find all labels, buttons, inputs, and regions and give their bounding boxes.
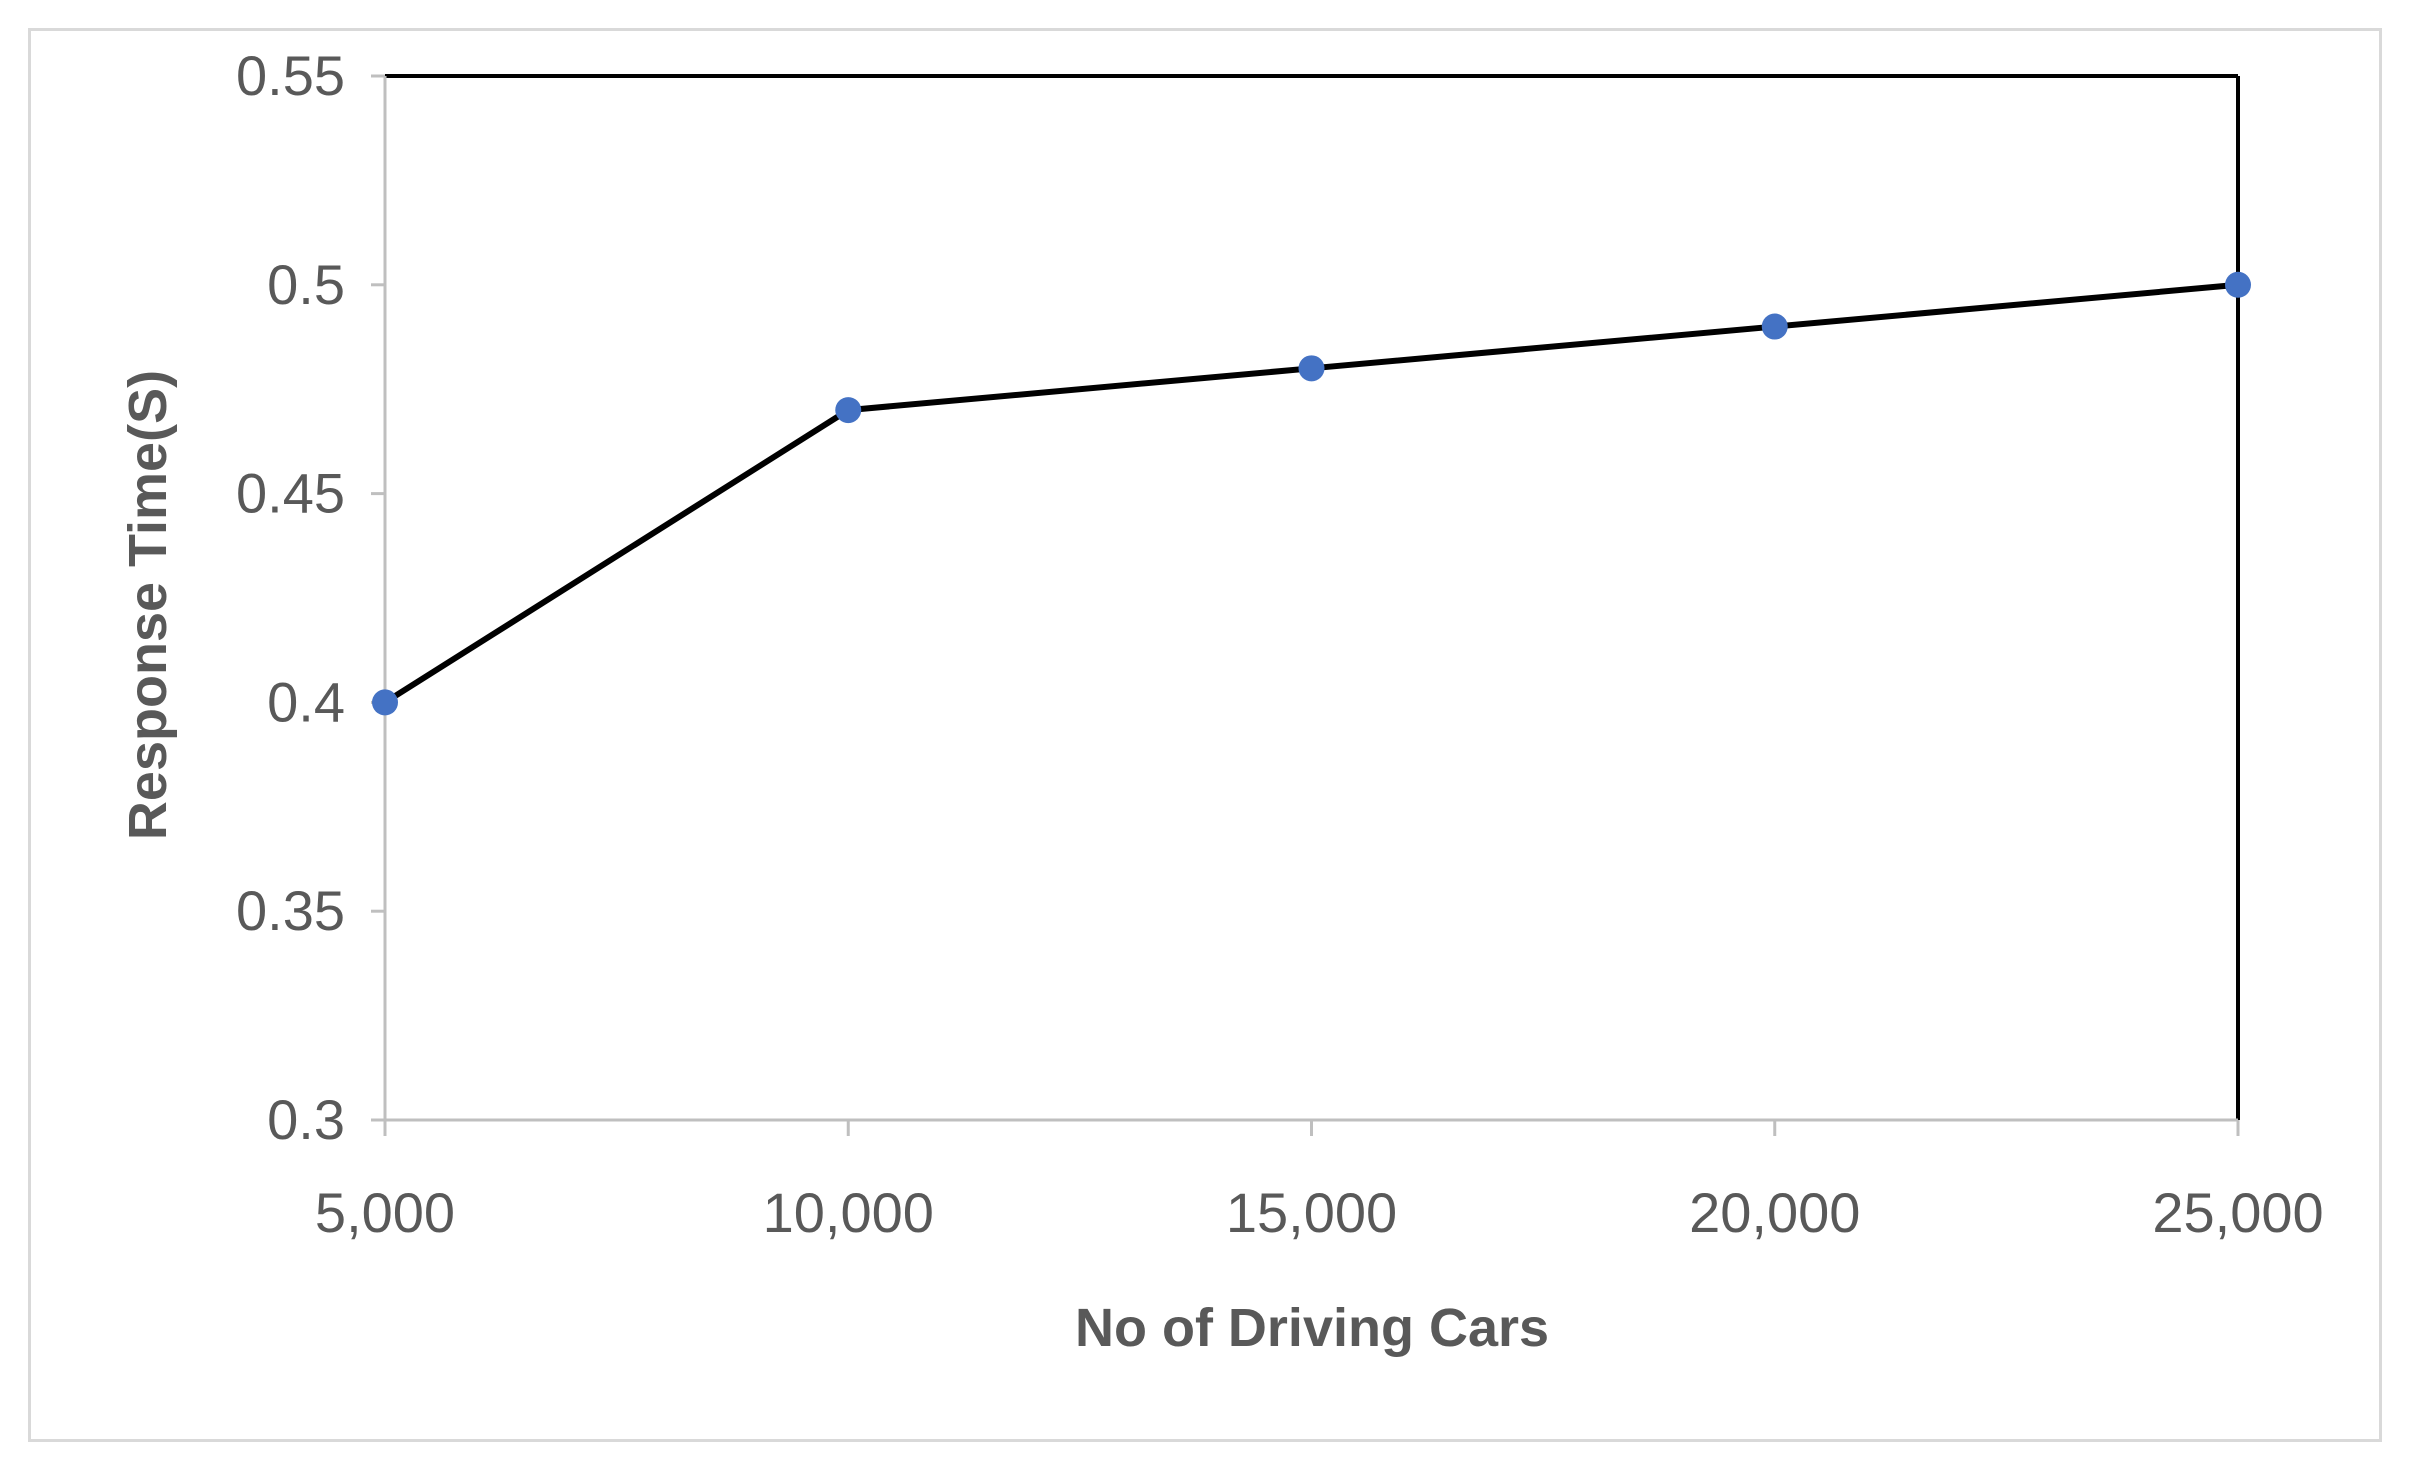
series-line [383, 281, 2239, 705]
x-tick-label: 5,000 [315, 1181, 455, 1244]
data-point [835, 397, 862, 424]
y-tick-label: 0.4 [267, 670, 345, 733]
x-tick-label: 20,000 [1689, 1181, 1860, 1244]
data-point [2225, 271, 2251, 298]
plot-area [385, 74, 2240, 1120]
y-tick-label: 0.5 [267, 253, 345, 316]
y-tick-label: 0.3 [267, 1088, 345, 1151]
y-axis-title: Response Time(S) [118, 370, 178, 840]
data-point [372, 689, 398, 716]
chart-frame [28, 28, 2382, 1442]
data-point [1761, 313, 1788, 340]
data-point [1298, 355, 1325, 382]
y-tick-label: 0.45 [236, 462, 345, 525]
x-axis-title: No of Driving Cars [1075, 1298, 1549, 1358]
y-tick-label: 0.55 [236, 44, 345, 107]
y-axis-ticks: 0.3 0.35 0.4 0.45 0.5 0.55 [236, 44, 385, 1151]
y-tick-label: 0.35 [236, 879, 345, 942]
marker-group [372, 271, 2251, 716]
x-axis-ticks: 5,000 10,000 15,000 20,000 25,000 [315, 1120, 2324, 1244]
axes [383, 76, 2238, 1122]
x-tick-label: 25,000 [2152, 1181, 2323, 1244]
series-group [383, 281, 2239, 705]
x-tick-label: 10,000 [763, 1181, 934, 1244]
x-tick-label: 15,000 [1226, 1181, 1397, 1244]
